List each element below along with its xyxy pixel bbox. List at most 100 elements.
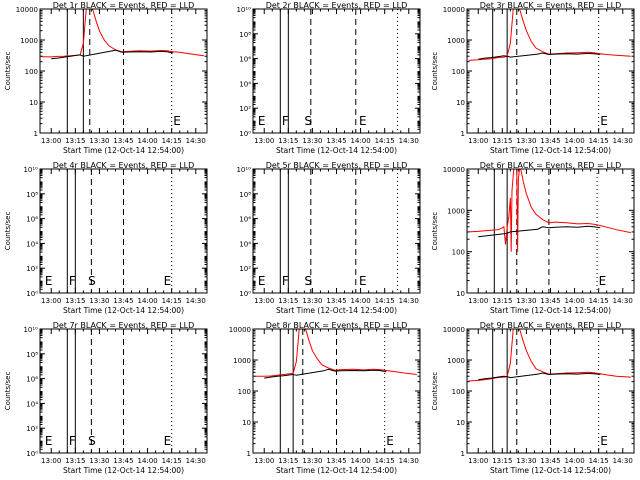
y-tick-label: 10¹⁰ <box>23 326 38 334</box>
event-label: E <box>599 274 607 288</box>
x-tick-label: 14:00 <box>350 297 370 305</box>
x-tick-label: 13:30 <box>302 297 322 305</box>
x-tick-label: 13:00 <box>468 137 488 145</box>
y-tick-label: 10² <box>239 265 251 273</box>
panel-9: E 13:00 13:15 13:30 13:45 14:00 14:15 14:30 1 10 1… <box>431 321 635 475</box>
y-tick-label: 10000 <box>229 326 251 334</box>
event-label: F <box>282 274 289 288</box>
y-tick-label: 10 <box>456 290 465 298</box>
event-label: E <box>359 114 367 128</box>
x-tick-label: 14:00 <box>137 457 157 465</box>
x-tick-label: 14:15 <box>162 137 182 145</box>
events-series-line <box>478 225 601 238</box>
x-tick-label: 13:45 <box>113 297 133 305</box>
x-tick-label: 14:00 <box>137 297 157 305</box>
time-markers <box>492 329 600 453</box>
x-tick-label: 13:30 <box>89 457 109 465</box>
lld-series-line <box>41 9 204 58</box>
chart-title: Det 6r BLACK = Events, RED = LLD <box>480 161 622 170</box>
y-tick-label: 1000 <box>447 207 465 215</box>
events-series-line <box>478 52 601 60</box>
y-tick-label: 10 <box>242 419 251 427</box>
y-tick-label: 10 <box>456 99 465 107</box>
y-tick-label: 10² <box>26 265 38 273</box>
y-tick-label: 1000 <box>447 357 465 365</box>
x-tick-label: 13:45 <box>113 137 133 145</box>
y-tick-label: 10⁰ <box>239 130 251 138</box>
x-tick-label: 14:15 <box>375 137 395 145</box>
y-tick-label: 10⁴ <box>239 240 251 248</box>
x-tick-label: 14:15 <box>589 457 609 465</box>
event-label: E <box>359 274 367 288</box>
lld-series-line <box>468 329 631 382</box>
x-axis-label: Start Time (12-Oct-14 12:54:00) <box>276 306 397 315</box>
y-tick-label: 10⁶ <box>239 216 251 224</box>
x-tick-label: 14:30 <box>186 297 206 305</box>
y-tick-label: 10⁴ <box>26 400 38 408</box>
events-series-line <box>51 49 174 60</box>
event-label: E <box>45 434 53 448</box>
panel-4: E F S E 13:00 13:15 13:30 13:45 14:00 14:15 14:30 1… <box>4 161 208 315</box>
x-tick-label: 13:00 <box>254 297 274 305</box>
time-markers <box>279 169 399 293</box>
y-tick-label: 10⁸ <box>26 351 38 359</box>
x-tick-label: 13:15 <box>492 297 512 305</box>
x-tick-label: 13:30 <box>516 457 536 465</box>
data-series <box>254 329 417 379</box>
x-tick-label: 14:15 <box>162 297 182 305</box>
x-tick-label: 14:00 <box>137 137 157 145</box>
event-label: S <box>88 434 96 448</box>
x-tick-label: 14:30 <box>186 457 206 465</box>
chart-title: Det 4r BLACK = Events, RED = LLD <box>53 161 195 170</box>
y-tick-label: 1000 <box>20 37 38 45</box>
x-tick-label: 14:30 <box>613 457 633 465</box>
x-tick-label: 14:30 <box>399 137 419 145</box>
time-markers <box>66 9 173 133</box>
x-tick-label: 13:00 <box>468 297 488 305</box>
x-tick-label: 13:15 <box>65 297 85 305</box>
event-label: E <box>173 114 181 128</box>
x-tick-label: 13:45 <box>113 457 133 465</box>
chart-title: Det 5r BLACK = Events, RED = LLD <box>266 161 408 170</box>
event-label: E <box>600 114 608 128</box>
y-tick-label: 1 <box>247 450 251 458</box>
y-tick-label: 10⁰ <box>26 450 38 458</box>
chart-title: Det 1r BLACK = Events, RED = LLD <box>53 1 195 10</box>
y-tick-label: 100 <box>452 388 465 396</box>
event-label: S <box>88 274 96 288</box>
y-tick-label: 100 <box>452 68 465 76</box>
chart-title: Det 9r BLACK = Events, RED = LLD <box>480 321 622 330</box>
y-axis-label: Counts/sec <box>431 372 439 411</box>
x-tick-label: 13:45 <box>326 137 346 145</box>
y-tick-label: 10000 <box>443 6 465 14</box>
event-label: F <box>69 434 76 448</box>
x-tick-label: 14:30 <box>186 137 206 145</box>
event-label: S <box>304 274 312 288</box>
x-tick-label: 14:30 <box>613 137 633 145</box>
event-label: E <box>45 274 53 288</box>
x-tick-label: 13:45 <box>540 297 560 305</box>
x-tick-label: 13:30 <box>89 297 109 305</box>
y-tick-label: 1 <box>34 130 38 138</box>
y-tick-label: 10⁰ <box>239 290 251 298</box>
y-axis-label: Counts/sec <box>431 52 439 91</box>
x-tick-label: 14:30 <box>399 297 419 305</box>
chart-title: Det 2r BLACK = Events, RED = LLD <box>266 1 408 10</box>
y-axis-label: Counts/sec <box>431 212 439 251</box>
chart-title: Det 8r BLACK = Events, RED = LLD <box>266 321 408 330</box>
panel-3: E 13:00 13:15 13:30 13:45 14:00 14:15 14:30 1 10 1… <box>431 1 635 155</box>
x-tick-label: 13:45 <box>326 457 346 465</box>
time-markers <box>493 169 598 293</box>
y-axis-label: Counts/sec <box>4 212 12 251</box>
x-tick-label: 14:00 <box>564 297 584 305</box>
panel-8: E 13:00 13:15 13:30 13:45 14:00 14:15 14:30 1 10 1… <box>229 321 421 475</box>
x-tick-label: 14:15 <box>375 457 395 465</box>
y-tick-label: 100 <box>238 388 251 396</box>
x-tick-label: 13:15 <box>492 457 512 465</box>
panel-1: E 13:00 13:15 13:30 13:45 14:00 14:15 14:30 1 10 1… <box>4 1 208 155</box>
y-tick-label: 1000 <box>447 37 465 45</box>
plot-frame <box>252 8 421 134</box>
x-tick-label: 13:15 <box>65 137 85 145</box>
x-tick-label: 13:30 <box>89 137 109 145</box>
events-series-line <box>478 372 601 381</box>
